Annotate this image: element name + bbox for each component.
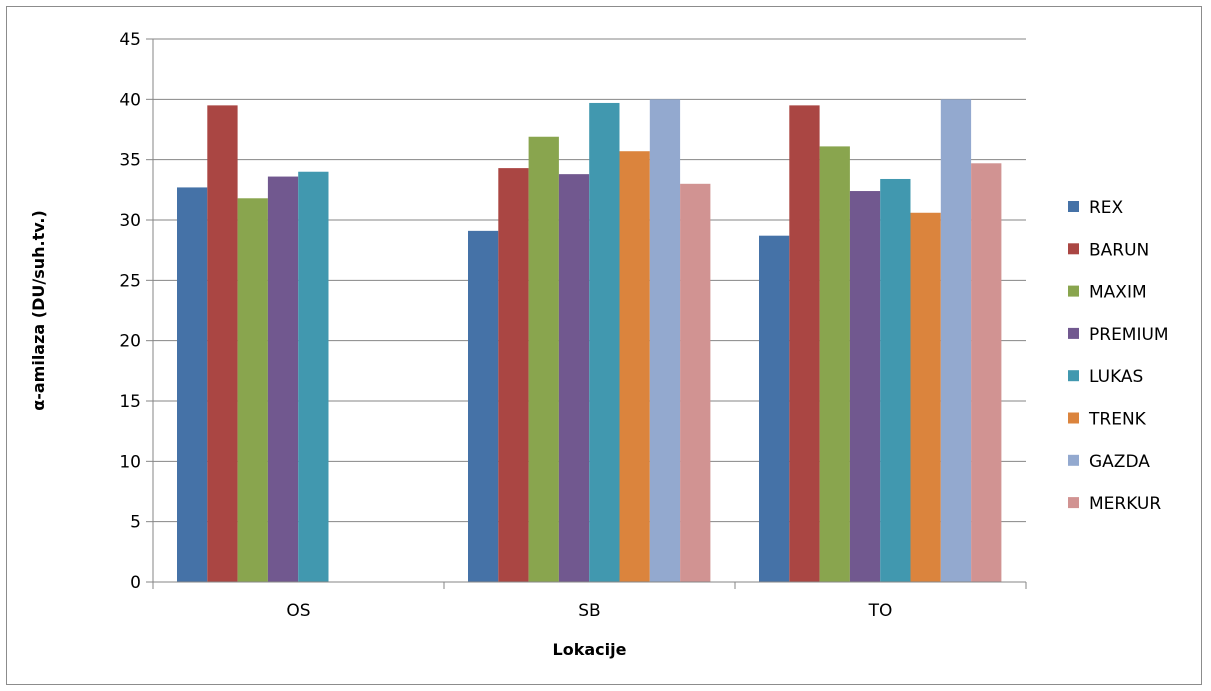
y-tick-label: 35 xyxy=(119,151,141,171)
x-tick-label: TO xyxy=(868,601,893,621)
legend-swatch-rex xyxy=(1068,201,1079,212)
bar-rex-to xyxy=(759,236,789,582)
legend-label-barun: BARUN xyxy=(1089,240,1149,260)
bar-lukas-sb xyxy=(589,103,619,582)
legend-label-premium: PREMIUM xyxy=(1089,325,1169,345)
legend-swatch-maxim xyxy=(1068,286,1079,297)
legend-label-rex: REX xyxy=(1089,198,1124,218)
y-tick-label: 25 xyxy=(119,271,141,291)
bar-maxim-os xyxy=(238,198,268,582)
legend-swatch-barun xyxy=(1068,243,1079,254)
bar-maxim-to xyxy=(820,146,850,582)
y-axis-title: α-amilaza (DU/suh.tv.) xyxy=(29,210,48,411)
y-tick-label: 40 xyxy=(119,90,141,110)
bar-merkur-sb xyxy=(680,184,710,582)
y-tick-label: 20 xyxy=(119,332,141,352)
y-tick-labels: 0 5 10 15 20 25 30 35 40 45 xyxy=(119,30,141,593)
bar-premium-to xyxy=(850,191,880,582)
legend-swatch-lukas xyxy=(1068,370,1079,381)
legend-swatch-merkur xyxy=(1068,497,1079,508)
y-tick-label: 10 xyxy=(119,452,141,472)
bar-premium-os xyxy=(268,177,298,582)
bar-premium-sb xyxy=(559,174,589,582)
x-axis-title: Lokacije xyxy=(553,640,627,659)
bar-lukas-to xyxy=(880,179,910,582)
bar-merkur-to xyxy=(971,163,1001,582)
y-tick-label: 5 xyxy=(130,513,141,533)
legend-label-trenk: TRENK xyxy=(1088,410,1147,430)
x-tick-label: SB xyxy=(578,601,600,621)
y-tick-label: 15 xyxy=(119,392,141,412)
bar-maxim-sb xyxy=(529,137,559,582)
legend-label-merkur: MERKUR xyxy=(1089,494,1161,514)
bar-rex-sb xyxy=(468,231,498,582)
legend-swatch-gazda xyxy=(1068,455,1079,466)
bar-trenk-to xyxy=(911,213,941,582)
legend-swatch-premium xyxy=(1068,328,1079,339)
bars xyxy=(177,99,1001,582)
x-tick-label: OS xyxy=(286,601,310,621)
bar-rex-os xyxy=(177,187,207,582)
bar-barun-sb xyxy=(498,168,528,582)
legend-label-maxim: MAXIM xyxy=(1089,283,1147,303)
bar-gazda-sb xyxy=(650,99,680,582)
legend-label-lukas: LUKAS xyxy=(1089,367,1143,387)
bar-barun-os xyxy=(207,105,237,582)
bar-trenk-sb xyxy=(620,151,650,582)
legend-swatch-trenk xyxy=(1068,413,1079,424)
bar-barun-to xyxy=(789,105,819,582)
legend: REX BARUN MAXIM PREMIUM LUKAS TRENK GAZDA MERKU… xyxy=(1068,198,1169,514)
bar-lukas-os xyxy=(298,172,328,582)
y-tick-label: 30 xyxy=(119,211,141,231)
legend-label-gazda: GAZDA xyxy=(1089,452,1150,472)
bar-gazda-to xyxy=(941,99,971,582)
y-tick-label: 0 xyxy=(130,573,141,593)
x-tick-labels: OS SB TO xyxy=(286,601,892,621)
y-tick-label: 45 xyxy=(119,30,141,50)
